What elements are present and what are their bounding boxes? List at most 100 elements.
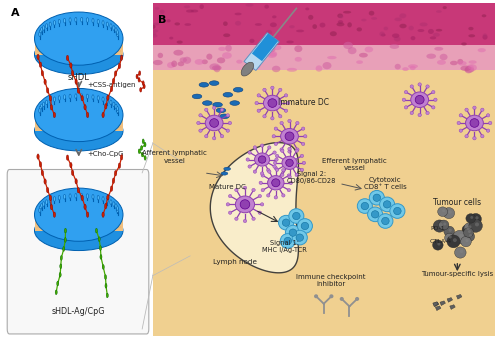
Ellipse shape [436, 10, 442, 13]
Circle shape [465, 108, 468, 112]
Ellipse shape [356, 27, 362, 32]
Circle shape [106, 240, 108, 245]
Circle shape [92, 95, 94, 99]
Ellipse shape [34, 12, 123, 65]
Circle shape [86, 212, 89, 217]
Circle shape [464, 232, 474, 241]
Circle shape [64, 67, 66, 72]
Circle shape [112, 78, 114, 84]
Circle shape [472, 106, 476, 109]
Circle shape [37, 54, 39, 60]
Ellipse shape [460, 65, 471, 71]
Ellipse shape [210, 63, 220, 70]
Circle shape [81, 96, 84, 101]
Ellipse shape [221, 172, 228, 175]
Circle shape [116, 206, 118, 211]
Circle shape [199, 114, 202, 117]
Circle shape [42, 61, 44, 66]
Circle shape [106, 293, 108, 298]
Circle shape [212, 106, 216, 109]
Circle shape [58, 142, 60, 147]
Ellipse shape [410, 92, 428, 107]
Text: PD-1: PD-1 [430, 226, 444, 231]
Circle shape [196, 121, 200, 125]
Circle shape [263, 115, 266, 118]
Circle shape [106, 64, 108, 69]
Circle shape [272, 179, 280, 187]
Ellipse shape [361, 19, 366, 21]
Ellipse shape [34, 211, 123, 251]
Circle shape [102, 197, 104, 201]
Circle shape [459, 234, 463, 238]
Circle shape [69, 194, 71, 198]
Ellipse shape [251, 61, 260, 68]
Circle shape [199, 129, 202, 132]
Circle shape [394, 207, 401, 215]
Ellipse shape [267, 52, 276, 58]
Circle shape [64, 95, 66, 99]
Circle shape [300, 154, 304, 158]
Circle shape [340, 297, 344, 301]
Circle shape [466, 214, 475, 223]
Text: Signal 1:
MHC I/Ag-TCR: Signal 1: MHC I/Ag-TCR [262, 240, 307, 253]
Circle shape [274, 161, 277, 164]
Polygon shape [210, 143, 298, 273]
Circle shape [44, 179, 46, 184]
Circle shape [404, 106, 407, 109]
Circle shape [204, 135, 208, 138]
Polygon shape [450, 305, 455, 310]
Circle shape [289, 181, 292, 184]
Ellipse shape [468, 27, 473, 31]
Ellipse shape [327, 56, 336, 59]
Circle shape [86, 18, 88, 22]
Text: Immature DC: Immature DC [278, 98, 328, 107]
Ellipse shape [294, 45, 302, 52]
Circle shape [410, 85, 414, 88]
Circle shape [41, 170, 43, 176]
Text: +CSS-antigen: +CSS-antigen [88, 82, 136, 88]
Circle shape [258, 211, 262, 214]
Circle shape [468, 230, 471, 233]
Circle shape [105, 283, 107, 288]
Circle shape [39, 206, 42, 211]
Circle shape [220, 135, 224, 138]
Circle shape [92, 67, 94, 72]
Circle shape [110, 139, 112, 144]
Circle shape [257, 94, 260, 97]
Circle shape [50, 105, 52, 110]
Circle shape [39, 108, 41, 113]
Circle shape [110, 86, 112, 92]
Ellipse shape [254, 153, 270, 166]
Circle shape [378, 214, 393, 228]
Circle shape [64, 238, 66, 242]
Circle shape [116, 30, 118, 35]
Circle shape [49, 22, 51, 27]
Text: Lymph node: Lymph node [212, 259, 256, 265]
Circle shape [116, 133, 118, 138]
Circle shape [112, 178, 114, 183]
Circle shape [55, 290, 57, 295]
Text: Efferent lymphatic
vessel: Efferent lymphatic vessel [322, 158, 387, 171]
Ellipse shape [264, 5, 269, 9]
Ellipse shape [34, 88, 123, 142]
Circle shape [240, 200, 250, 209]
Ellipse shape [282, 156, 297, 170]
Circle shape [54, 21, 56, 25]
Circle shape [58, 66, 60, 71]
Circle shape [280, 121, 283, 125]
Circle shape [434, 98, 437, 101]
Circle shape [39, 57, 41, 61]
Circle shape [53, 112, 56, 118]
Circle shape [454, 247, 466, 258]
Circle shape [449, 236, 452, 238]
Circle shape [66, 155, 68, 160]
Circle shape [442, 209, 445, 212]
Ellipse shape [343, 11, 351, 14]
Circle shape [284, 237, 292, 244]
Ellipse shape [269, 51, 277, 57]
Circle shape [448, 210, 452, 214]
Ellipse shape [338, 14, 343, 18]
Circle shape [280, 234, 295, 248]
Circle shape [402, 98, 406, 101]
Ellipse shape [394, 64, 401, 69]
